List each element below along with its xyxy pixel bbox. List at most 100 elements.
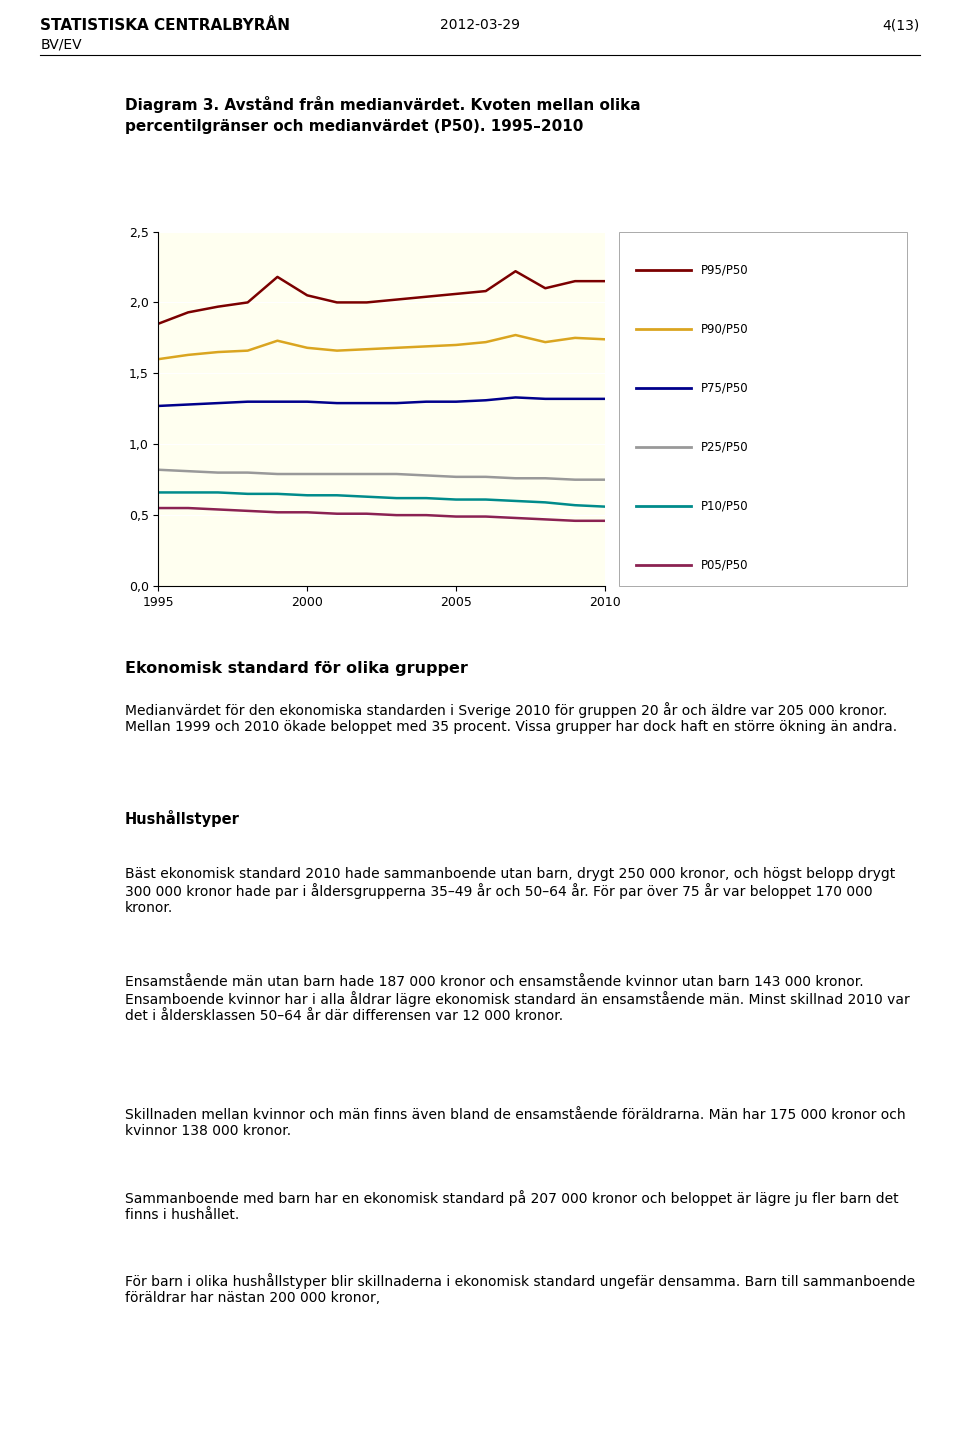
P95/P50 <box>450 285 462 302</box>
P10/P50 <box>450 491 462 508</box>
Text: Sammanboende med barn har en ekonomisk standard på 207 000 kronor och beloppet ä: Sammanboende med barn har en ekonomisk s… <box>125 1189 899 1223</box>
Line: P95/P50: P95/P50 <box>158 271 605 324</box>
P75/P50 <box>450 394 462 411</box>
P25/P50 <box>540 470 551 488</box>
P05/P50 <box>301 504 313 521</box>
Line: P75/P50: P75/P50 <box>158 398 605 407</box>
P10/P50 <box>301 486 313 504</box>
P05/P50 <box>272 504 283 521</box>
P05/P50 <box>182 499 194 517</box>
P90/P50 <box>510 327 521 344</box>
P10/P50 <box>480 491 492 508</box>
Text: Medianvärdet för den ekonomiska standarden i Sverige 2010 för gruppen 20 år och : Medianvärdet för den ekonomiska standard… <box>125 702 897 734</box>
P75/P50 <box>331 395 343 412</box>
P90/P50 <box>331 341 343 359</box>
P95/P50 <box>153 315 164 333</box>
P90/P50 <box>182 346 194 363</box>
P90/P50 <box>569 328 581 346</box>
P95/P50 <box>510 262 521 279</box>
Line: P90/P50: P90/P50 <box>158 336 605 359</box>
P95/P50 <box>420 288 432 305</box>
P10/P50 <box>510 492 521 509</box>
P10/P50 <box>361 488 372 505</box>
P10/P50 <box>540 493 551 511</box>
P25/P50 <box>182 463 194 480</box>
P75/P50 <box>301 394 313 411</box>
P75/P50 <box>182 396 194 414</box>
P90/P50 <box>480 333 492 350</box>
Text: P05/P50: P05/P50 <box>701 559 748 572</box>
Text: Skillnaden mellan kvinnor och män finns även bland de ensamstående föräldrarna. : Skillnaden mellan kvinnor och män finns … <box>125 1108 905 1137</box>
P90/P50 <box>212 343 224 360</box>
Text: P10/P50: P10/P50 <box>701 499 749 512</box>
Text: P95/P50: P95/P50 <box>701 263 749 276</box>
Text: P25/P50: P25/P50 <box>701 441 749 454</box>
P25/P50 <box>569 472 581 489</box>
P25/P50 <box>391 466 402 483</box>
P05/P50 <box>361 505 372 522</box>
Text: STATISTISKA CENTRALBYRÅN: STATISTISKA CENTRALBYRÅN <box>40 17 290 33</box>
P95/P50 <box>212 298 224 315</box>
P95/P50 <box>480 282 492 300</box>
P95/P50 <box>391 291 402 308</box>
P90/P50 <box>301 339 313 356</box>
Text: 2012-03-29: 2012-03-29 <box>440 17 520 32</box>
P10/P50 <box>331 486 343 504</box>
P95/P50 <box>569 272 581 289</box>
P75/P50 <box>242 394 253 411</box>
P05/P50 <box>242 502 253 519</box>
P90/P50 <box>599 330 611 347</box>
P90/P50 <box>420 337 432 355</box>
P95/P50 <box>361 294 372 311</box>
P10/P50 <box>242 485 253 502</box>
P05/P50 <box>450 508 462 525</box>
P75/P50 <box>540 391 551 408</box>
Text: Bäst ekonomisk standard 2010 hade sammanboende utan barn, drygt 250 000 kronor, : Bäst ekonomisk standard 2010 hade samman… <box>125 867 895 916</box>
Text: Diagram 3. Avstånd från medianvärdet. Kvoten mellan olika: Diagram 3. Avstånd från medianvärdet. Kv… <box>125 96 640 113</box>
P90/P50 <box>272 331 283 349</box>
P95/P50 <box>331 294 343 311</box>
P90/P50 <box>450 336 462 353</box>
P25/P50 <box>153 462 164 479</box>
P75/P50 <box>153 398 164 415</box>
P05/P50 <box>391 506 402 524</box>
Text: P75/P50: P75/P50 <box>701 382 749 395</box>
P75/P50 <box>391 395 402 412</box>
P25/P50 <box>599 472 611 489</box>
P05/P50 <box>510 509 521 527</box>
P25/P50 <box>242 464 253 482</box>
P95/P50 <box>182 304 194 321</box>
P10/P50 <box>391 489 402 506</box>
P90/P50 <box>361 340 372 357</box>
P05/P50 <box>331 505 343 522</box>
P75/P50 <box>212 395 224 412</box>
Line: P10/P50: P10/P50 <box>158 492 605 506</box>
P95/P50 <box>540 279 551 297</box>
Text: Hushållstyper: Hushållstyper <box>125 810 240 826</box>
P75/P50 <box>480 392 492 410</box>
P10/P50 <box>153 483 164 501</box>
P95/P50 <box>272 268 283 285</box>
P05/P50 <box>569 512 581 530</box>
P90/P50 <box>540 333 551 350</box>
P75/P50 <box>272 394 283 411</box>
P25/P50 <box>450 469 462 486</box>
P95/P50 <box>242 294 253 311</box>
Text: P90/P50: P90/P50 <box>701 323 749 336</box>
Text: percentilgränser och medianvärdet (P50). 1995–2010: percentilgränser och medianvärdet (P50).… <box>125 119 583 133</box>
P90/P50 <box>242 341 253 359</box>
P05/P50 <box>420 506 432 524</box>
P75/P50 <box>510 389 521 407</box>
P10/P50 <box>599 498 611 515</box>
P95/P50 <box>599 272 611 289</box>
P25/P50 <box>420 467 432 485</box>
Line: P05/P50: P05/P50 <box>158 508 605 521</box>
P90/P50 <box>153 350 164 368</box>
P10/P50 <box>272 485 283 502</box>
P75/P50 <box>420 394 432 411</box>
P25/P50 <box>480 469 492 486</box>
Text: Ekonomisk standard för olika grupper: Ekonomisk standard för olika grupper <box>125 661 468 676</box>
P10/P50 <box>569 496 581 514</box>
P05/P50 <box>599 512 611 530</box>
P10/P50 <box>182 483 194 501</box>
